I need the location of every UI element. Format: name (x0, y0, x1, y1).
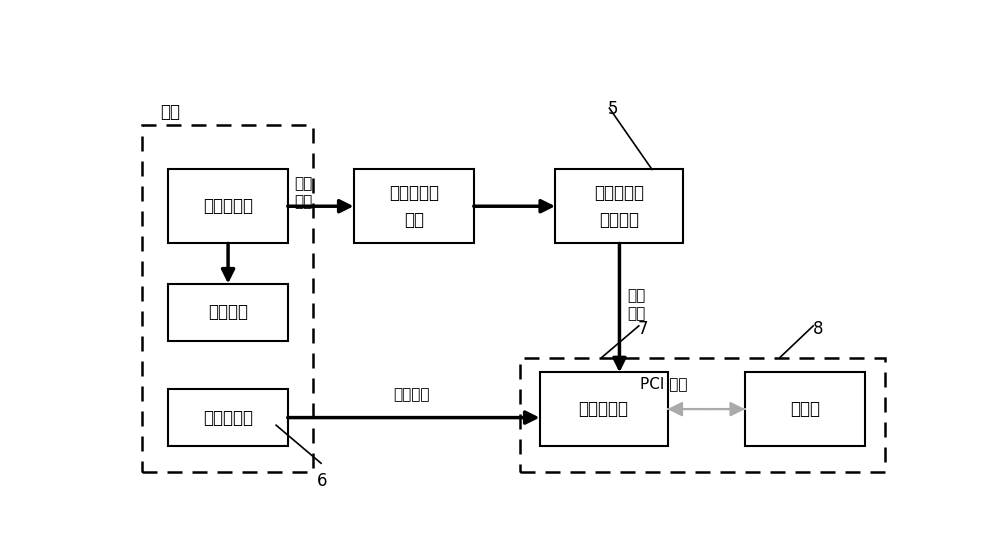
Bar (168, 284, 288, 340)
Text: 7: 7 (637, 320, 648, 338)
Bar (540, 372, 668, 446)
Text: 角度编码器: 角度编码器 (203, 409, 253, 427)
Text: 电压
信号: 电压 信号 (627, 289, 645, 321)
Text: 转台台面: 转台台面 (208, 303, 248, 321)
Bar (168, 170, 288, 243)
Text: 转台: 转台 (160, 103, 180, 121)
Text: 位移传感器
放大电路: 位移传感器 放大电路 (594, 184, 644, 228)
Text: 工控机: 工控机 (790, 400, 820, 418)
Text: 位移
信号: 位移 信号 (294, 176, 312, 209)
Bar (555, 170, 683, 243)
Bar (168, 389, 288, 446)
Bar (520, 357, 885, 472)
Text: PCI 插槽: PCI 插槽 (640, 377, 687, 391)
Text: 数据采集卡: 数据采集卡 (579, 400, 629, 418)
Text: 球形检测块: 球形检测块 (203, 198, 253, 215)
Bar (745, 372, 865, 446)
Text: 6: 6 (317, 472, 328, 490)
Bar (142, 125, 313, 472)
Text: 8: 8 (813, 320, 824, 338)
Text: 位移传感器
探头: 位移传感器 探头 (389, 184, 439, 228)
Text: 脉冲信号: 脉冲信号 (394, 387, 430, 402)
Text: 5: 5 (608, 100, 618, 117)
Bar (354, 170, 474, 243)
